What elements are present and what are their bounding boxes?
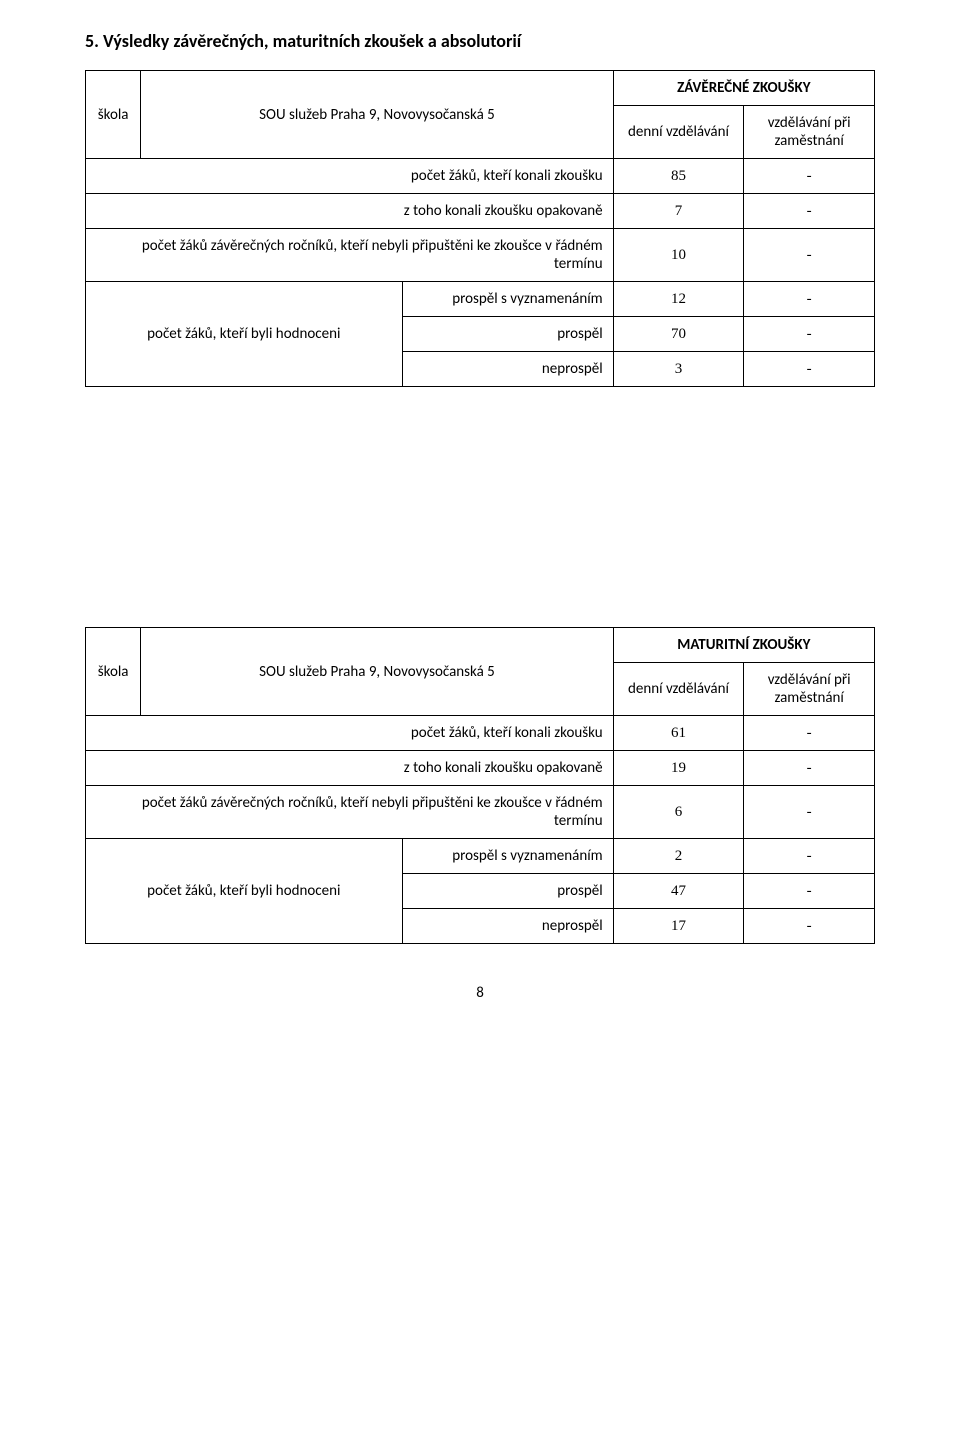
row-opakovane: z toho konali zkoušku opakovaně <box>86 194 614 229</box>
cell-value: - <box>744 786 875 839</box>
table-zaverecne: škola SOU služeb Praha 9, Novovysočanská… <box>85 70 875 387</box>
row-prospel: prospěl <box>402 317 613 352</box>
cell-value: 7 <box>613 194 744 229</box>
cell-value: 70 <box>613 317 744 352</box>
row-opakovane: z toho konali zkoušku opakovaně <box>86 751 614 786</box>
cell-value: - <box>744 317 875 352</box>
cell-value: 6 <box>613 786 744 839</box>
table-row: počet žáků závěrečných ročníků, kteří ne… <box>86 229 875 282</box>
cell-value: 19 <box>613 751 744 786</box>
table-row: z toho konali zkoušku opakovaně 7 - <box>86 194 875 229</box>
cell-value: - <box>744 716 875 751</box>
row-neprospel: neprospěl <box>402 909 613 944</box>
cell-value: - <box>744 229 875 282</box>
table-row: škola SOU služeb Praha 9, Novovysočanská… <box>86 628 875 663</box>
exam-title: ZÁVĚREČNÉ ZKOUŠKY <box>613 71 874 106</box>
school-name: SOU služeb Praha 9, Novovysočanská 5 <box>141 71 613 159</box>
cell-value: - <box>744 159 875 194</box>
cell-value: 3 <box>613 352 744 387</box>
table-row: počet žáků, kteří byli hodnoceni prospěl… <box>86 839 875 874</box>
table-row: škola SOU služeb Praha 9, Novovysočanská… <box>86 71 875 106</box>
school-label: škola <box>86 71 141 159</box>
row-prospel: prospěl <box>402 874 613 909</box>
table-row: počet žáků, kteří konali zkoušku 85 - <box>86 159 875 194</box>
cell-value: - <box>744 909 875 944</box>
row-konali: počet žáků, kteří konali zkoušku <box>86 159 614 194</box>
table-row: počet žáků, kteří konali zkoušku 61 - <box>86 716 875 751</box>
cell-value: 2 <box>613 839 744 874</box>
col-zamestnani: vzdělávání při zaměstnání <box>744 106 875 159</box>
cell-value: - <box>744 194 875 229</box>
exam-title: MATURITNÍ ZKOUŠKY <box>613 628 874 663</box>
cell-value: - <box>744 839 875 874</box>
col-denni: denní vzdělávání <box>613 106 744 159</box>
cell-value: - <box>744 352 875 387</box>
cell-value: 12 <box>613 282 744 317</box>
cell-value: 47 <box>613 874 744 909</box>
row-vyznamenani: prospěl s vyznamenáním <box>402 282 613 317</box>
cell-value: - <box>744 874 875 909</box>
school-label: škola <box>86 628 141 716</box>
table-row: z toho konali zkoušku opakovaně 19 - <box>86 751 875 786</box>
row-neprospel: neprospěl <box>402 352 613 387</box>
row-hodnoceni: počet žáků, kteří byli hodnoceni <box>86 282 403 387</box>
cell-value: 17 <box>613 909 744 944</box>
row-vyznamenani: prospěl s vyznamenáním <box>402 839 613 874</box>
school-name: SOU služeb Praha 9, Novovysočanská 5 <box>141 628 613 716</box>
section-title: 5. Výsledky závěrečných, maturitních zko… <box>85 30 875 52</box>
table-row: počet žáků, kteří byli hodnoceni prospěl… <box>86 282 875 317</box>
table-row: počet žáků závěrečných ročníků, kteří ne… <box>86 786 875 839</box>
table-maturitni: škola SOU služeb Praha 9, Novovysočanská… <box>85 627 875 944</box>
cell-value: 61 <box>613 716 744 751</box>
row-nepripusteni: počet žáků závěrečných ročníků, kteří ne… <box>86 786 614 839</box>
cell-value: - <box>744 282 875 317</box>
cell-value: 85 <box>613 159 744 194</box>
row-nepripusteni: počet žáků závěrečných ročníků, kteří ne… <box>86 229 614 282</box>
cell-value: 10 <box>613 229 744 282</box>
page-number: 8 <box>85 984 875 1002</box>
row-konali: počet žáků, kteří konali zkoušku <box>86 716 614 751</box>
cell-value: - <box>744 751 875 786</box>
col-denni: denní vzdělávání <box>613 663 744 716</box>
col-zamestnani: vzdělávání při zaměstnání <box>744 663 875 716</box>
row-hodnoceni: počet žáků, kteří byli hodnoceni <box>86 839 403 944</box>
